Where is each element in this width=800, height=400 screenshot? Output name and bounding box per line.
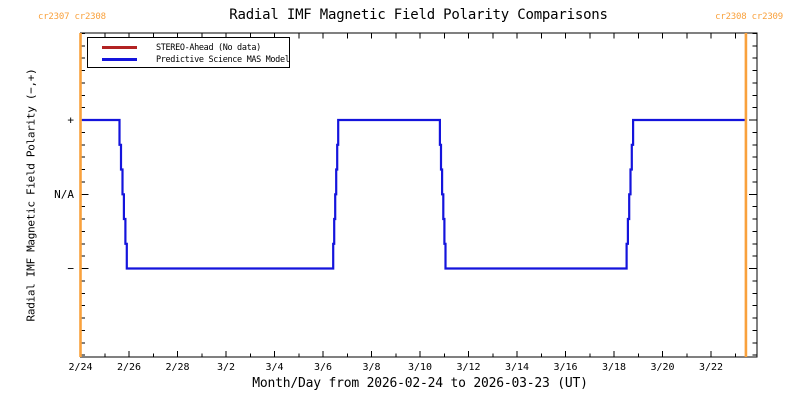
mas-model-line — [82, 118, 746, 270]
x-tick-label: 3/20 — [650, 362, 674, 373]
plot-frame — [80, 32, 758, 358]
x-tick-label: 3/2 — [217, 362, 235, 373]
x-tick-label: 2/24 — [68, 362, 92, 373]
x-tick-label: 3/4 — [265, 362, 283, 373]
x-tick-label: 3/10 — [408, 362, 432, 373]
x-tick-label: 2/26 — [117, 362, 141, 373]
legend-item-mas: Predictive Science MAS Model — [88, 54, 290, 66]
y-tick-label: N/A — [54, 188, 74, 201]
y-tick-label: − — [67, 262, 74, 275]
stereo-line-swatch — [102, 46, 137, 49]
x-tick-label: 3/12 — [456, 362, 480, 373]
x-tick-label: 3/22 — [699, 362, 723, 373]
legend-label-stereo: STEREO-Ahead (No data) — [156, 42, 261, 53]
legend-box: STEREO-Ahead (No data) Predictive Scienc… — [87, 37, 290, 68]
x-tick-label: 2/28 — [165, 362, 189, 373]
x-tick-label: 3/8 — [362, 362, 380, 373]
chart-title: Radial IMF Magnetic Field Polarity Compa… — [229, 7, 608, 23]
x-tick-label: 3/16 — [553, 362, 577, 373]
x-axis-title: Month/Day from 2026-02-24 to 2026-03-23 … — [252, 376, 588, 391]
y-tick-label: + — [67, 114, 74, 127]
carrington-label-right: cr2308 cr2309 — [715, 12, 783, 22]
carrington-label-left: cr2307 cr2308 — [38, 12, 106, 22]
x-tick-label: 3/14 — [505, 362, 529, 373]
legend-item-stereo: STEREO-Ahead (No data) — [88, 42, 289, 54]
x-tick-label: 3/6 — [314, 362, 332, 373]
mas-line-swatch — [102, 58, 137, 61]
x-tick-label: 3/18 — [602, 362, 626, 373]
legend-label-mas: Predictive Science MAS Model — [156, 54, 290, 65]
